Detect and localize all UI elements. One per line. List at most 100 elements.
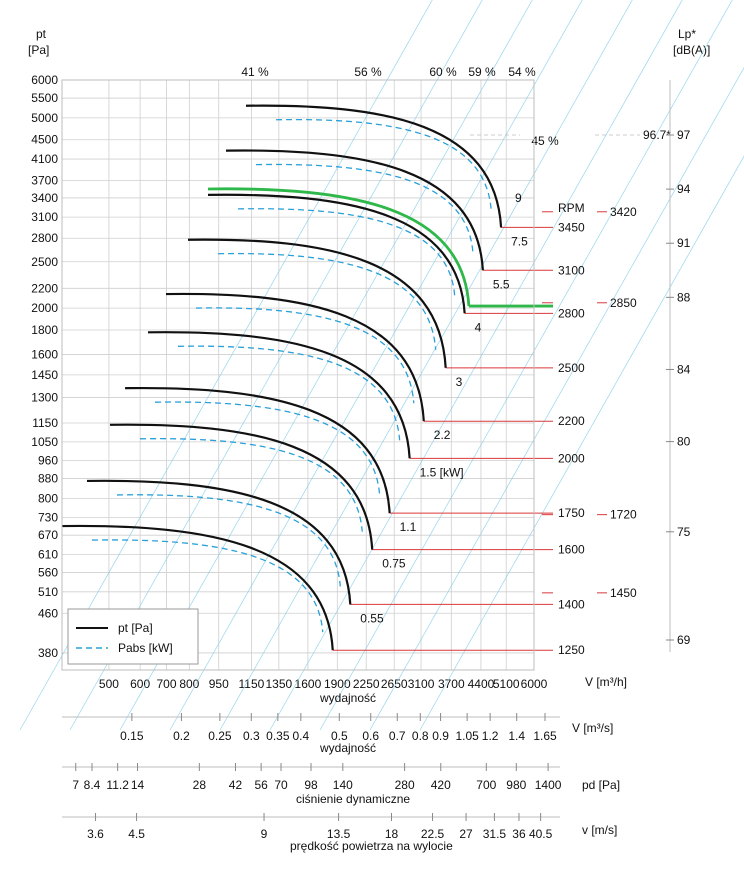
- lp-tick-label: 84: [677, 362, 691, 376]
- efficiency-label: 59 %: [468, 65, 496, 79]
- power-curve-3100: [255, 163, 474, 253]
- scale-v-tick-label: 27: [459, 827, 473, 841]
- legend: pt [Pa] Pabs [kW]: [67, 608, 199, 665]
- rpm-header-label: RPM: [558, 201, 585, 215]
- scale-v-tick-label: 18: [385, 827, 399, 841]
- y-tick-label: 380: [38, 646, 58, 660]
- y-tick-label: 4500: [31, 133, 58, 147]
- pressure-curve-3450: [245, 104, 503, 228]
- scale-vms-tick-label: 0.8: [412, 729, 429, 743]
- grid: 3804605105606106707308008809601050115013…: [31, 73, 547, 691]
- scale-v-tick-label: 40.5: [529, 827, 553, 841]
- scale-v-tick-label: 22.5: [421, 827, 445, 841]
- efficiency-line: [319, 0, 733, 731]
- right-marker-label: 1720: [610, 508, 637, 522]
- pressure-curve-1750: [124, 386, 391, 514]
- scale-pd-unit: pd [Pa]: [582, 778, 620, 792]
- scale-vms-tick-label: 0.5: [331, 729, 348, 743]
- lp-tick-label: 88: [677, 290, 691, 304]
- y-tick-label: 800: [38, 491, 58, 505]
- scale-vms-tick-label: 1.05: [455, 729, 479, 743]
- power-label: 3: [456, 375, 463, 389]
- power-label: 2.2: [434, 428, 451, 442]
- rpm-label: 1400: [558, 597, 585, 611]
- scale-vms-tick-label: 1.65: [533, 729, 557, 743]
- scale-vms-tick-label: 0.7: [389, 729, 406, 743]
- legend-pabs-label: Pabs [kW]: [118, 641, 173, 655]
- power-curve-1250: [91, 539, 324, 633]
- scale-pd-tick-label: 280: [395, 778, 415, 792]
- plot-frame: [61, 79, 535, 671]
- scale-vms-tick-label: 0.15: [120, 729, 144, 743]
- y-tick-label: 510: [38, 585, 58, 599]
- lp-tick-label: 97: [677, 128, 691, 142]
- rpm-label: 3450: [558, 220, 585, 234]
- right-marker-label: 3420: [610, 205, 637, 219]
- lp-axis-ticks: 69 75 80 84 88 91 94 97: [666, 128, 691, 647]
- y-tick-label: 1300: [31, 391, 58, 405]
- y-axis-label-top: pt: [36, 27, 47, 41]
- efficiency-line: [369, 66, 744, 731]
- scale-pd-tick-label: 1400: [535, 778, 562, 792]
- efficiency-line: [169, 0, 583, 731]
- efficiency-label: 56 %: [354, 65, 382, 79]
- y-tick-label: 670: [38, 528, 58, 542]
- scale-pd-tick-label: 56: [254, 778, 268, 792]
- power-label: 5.5: [493, 277, 510, 291]
- scale-pd-tick-label: 980: [506, 778, 526, 792]
- rpm-label: 2800: [558, 306, 585, 320]
- scale-pd-tick-label: 7: [72, 778, 79, 792]
- efficiency-label: 41 %: [241, 65, 269, 79]
- x-tick-label: 5100: [493, 677, 520, 691]
- scale-vms-tick-label: 0.4: [293, 729, 310, 743]
- scale-pd-tick-label: 98: [304, 778, 318, 792]
- y-tick-label: 460: [38, 606, 58, 620]
- y-tick-label: 5500: [31, 91, 58, 105]
- pressure-curve-1600: [109, 423, 374, 550]
- pressure-curves: [61, 104, 553, 651]
- rpm-label: 1250: [558, 643, 585, 657]
- noise-note-label: 96.7*: [643, 128, 671, 142]
- pressure-curve-1400: [86, 479, 352, 605]
- scale-pd-tick-label: 140: [333, 778, 353, 792]
- efficiency-label: 45 %: [531, 134, 559, 148]
- efficiency-label: 60 %: [429, 65, 457, 79]
- scale-velocity: v [m/s] prędkość powietrza na wylocie 3.…: [62, 813, 617, 853]
- y-tick-label: 880: [38, 472, 58, 486]
- y-tick-label: 560: [38, 565, 58, 579]
- rpm-label: 1750: [558, 506, 585, 520]
- x-tick-label: 1600: [295, 677, 322, 691]
- efficiency-line: [219, 0, 633, 731]
- y-tick-label: 730: [38, 510, 58, 524]
- scale-v-tick-label: 3.6: [87, 827, 104, 841]
- power-label: 1.5 [kW]: [420, 465, 464, 479]
- x-tick-label: 3100: [408, 677, 435, 691]
- x-tick-label: 800: [179, 677, 199, 691]
- scale-v-tick-label: 36: [512, 827, 526, 841]
- x-tick-label: 700: [156, 677, 176, 691]
- power-curve-3450: [275, 118, 492, 210]
- scale-pd-tick-label: 70: [274, 778, 288, 792]
- scale-vms-tick-label: 1.2: [482, 729, 499, 743]
- right-marker-label: 1450: [610, 586, 637, 600]
- rpm-label: 2200: [558, 414, 585, 428]
- scale-v-tick-label: 9: [261, 827, 268, 841]
- scale-m3s-label: wydajność: [319, 741, 376, 755]
- scale-v-tick-label: 31.5: [483, 827, 507, 841]
- x-axis-unit: V [m³/h]: [585, 675, 627, 689]
- y-tick-label: 2800: [31, 231, 58, 245]
- power-label: 9: [515, 191, 522, 205]
- efficiency-line: [419, 155, 744, 731]
- x-tick-label: 2250: [353, 677, 380, 691]
- y-tick-label: 1450: [31, 368, 58, 382]
- rpm-label: 2500: [558, 361, 585, 375]
- scale-pd-tick-label: 8.4: [84, 778, 101, 792]
- scale-vms-tick-label: 0.3: [243, 729, 260, 743]
- scale-vms-tick-label: 0.35: [266, 729, 290, 743]
- scale-pd-tick-label: 420: [431, 778, 451, 792]
- y-tick-label: 3700: [31, 173, 58, 187]
- scale-vms-tick-label: 0.6: [362, 729, 379, 743]
- y-tick-label: 1150: [32, 416, 58, 430]
- power-curve-2200: [195, 307, 415, 404]
